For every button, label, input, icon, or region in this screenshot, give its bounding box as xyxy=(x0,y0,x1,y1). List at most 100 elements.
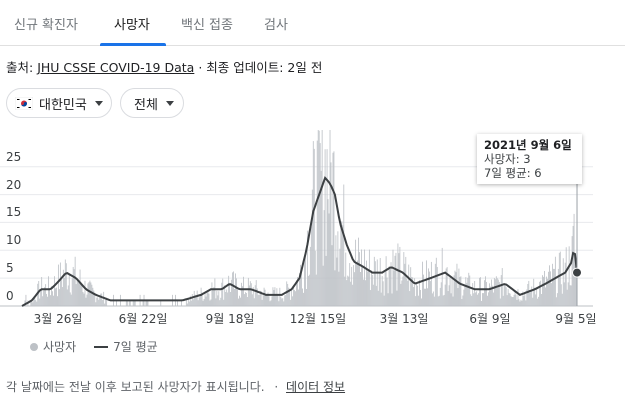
y-tick-label: 5 xyxy=(6,261,14,276)
daily-death-bar xyxy=(361,249,362,306)
daily-death-bar xyxy=(266,293,268,306)
daily-death-bar xyxy=(364,249,365,306)
daily-death-bar xyxy=(440,282,442,306)
daily-death-bar xyxy=(360,271,361,306)
daily-death-bar xyxy=(203,299,205,306)
daily-death-bar xyxy=(48,276,49,306)
daily-death-bar xyxy=(286,281,288,306)
daily-death-bar xyxy=(92,287,94,306)
daily-death-bar xyxy=(228,275,230,306)
daily-death-bar xyxy=(476,291,478,306)
daily-death-bar xyxy=(432,291,434,306)
daily-death-bar xyxy=(218,291,220,306)
daily-death-bar xyxy=(292,296,294,306)
tab-new-cases[interactable]: 신규 확진자 xyxy=(14,18,78,33)
daily-death-bar xyxy=(482,293,483,306)
y-tick-label: 15 xyxy=(6,205,22,220)
daily-death-bar xyxy=(278,301,280,306)
daily-death-bar xyxy=(557,268,559,306)
daily-death-bar xyxy=(262,295,264,306)
daily-death-bar xyxy=(485,276,486,306)
daily-death-bar xyxy=(477,294,479,306)
daily-death-bar xyxy=(90,282,92,306)
x-tick-label: 6월 22일 xyxy=(118,312,168,326)
daily-death-bar xyxy=(395,252,397,306)
daily-death-bar xyxy=(85,297,87,306)
daily-death-bar xyxy=(567,282,569,306)
daily-death-bar xyxy=(260,291,262,306)
daily-death-bar xyxy=(490,279,492,306)
daily-death-bar xyxy=(84,280,86,306)
daily-death-bar xyxy=(336,257,338,306)
daily-death-bar xyxy=(471,295,473,306)
daily-death-bar xyxy=(400,283,402,306)
daily-death-bar xyxy=(88,282,90,306)
daily-death-bar xyxy=(559,251,561,306)
daily-death-bar xyxy=(483,293,484,306)
daily-death-bar xyxy=(569,285,571,306)
daily-death-bar xyxy=(66,289,68,306)
daily-death-bar xyxy=(94,292,96,306)
deaths-chart[interactable]: 0 5 10 15 20 25 3월 26일 6월 22일 9월 18일 12월 15일 3월 1… xyxy=(0,130,625,330)
daily-death-bar xyxy=(189,295,191,306)
daily-death-bar xyxy=(349,263,351,306)
daily-death-bar xyxy=(450,293,452,306)
daily-death-bar xyxy=(465,277,467,306)
chart-legend: 사망자 7일 평균 xyxy=(30,338,158,355)
daily-death-bar xyxy=(411,276,413,306)
source-link[interactable]: JHU CSSE COVID-19 Data xyxy=(37,60,195,75)
daily-death-bar xyxy=(533,278,535,306)
daily-death-bar xyxy=(566,289,568,306)
range-dropdown[interactable]: 전체 xyxy=(120,88,184,118)
daily-death-bar xyxy=(551,263,553,306)
daily-death-bar xyxy=(418,295,419,306)
tab-vaccinations[interactable]: 백신 접종 xyxy=(181,18,233,33)
daily-death-bar xyxy=(58,289,60,306)
daily-death-bar xyxy=(342,225,344,306)
daily-death-bar xyxy=(562,258,564,306)
daily-death-bar xyxy=(280,296,282,306)
daily-death-bar xyxy=(549,265,550,306)
daily-death-bar xyxy=(194,294,196,306)
daily-death-bar xyxy=(484,280,485,306)
daily-death-bar xyxy=(573,213,575,306)
daily-death-bar xyxy=(563,282,565,306)
daily-death-bar xyxy=(463,289,465,306)
daily-death-bar xyxy=(53,295,54,306)
daily-death-bar xyxy=(551,283,552,306)
daily-death-bar xyxy=(305,288,307,306)
daily-death-bar xyxy=(539,281,541,306)
daily-death-bar xyxy=(479,277,481,306)
country-dropdown[interactable]: 대한민국 xyxy=(6,88,112,118)
daily-death-bar xyxy=(103,291,105,306)
daily-death-bar xyxy=(293,286,295,306)
daily-death-bar xyxy=(406,278,408,306)
daily-death-bar xyxy=(44,287,46,306)
daily-death-bar xyxy=(86,294,88,306)
tab-deaths[interactable]: 사망자 xyxy=(114,18,150,33)
daily-death-bar xyxy=(441,247,443,306)
daily-death-bar xyxy=(259,290,261,306)
daily-death-bar xyxy=(404,263,406,306)
daily-death-bar xyxy=(540,280,542,306)
daily-death-bar xyxy=(101,293,103,306)
tab-tests[interactable]: 검사 xyxy=(264,18,288,33)
daily-death-bar xyxy=(365,280,366,306)
daily-death-bar xyxy=(501,268,503,306)
daily-death-bar xyxy=(328,213,330,306)
daily-death-bar xyxy=(91,284,93,306)
daily-death-bar xyxy=(448,285,450,306)
tooltip-date: 2021년 9월 6일 xyxy=(484,138,572,152)
daily-death-bar xyxy=(387,293,389,306)
data-info-link[interactable]: 데이터 정보 xyxy=(286,380,346,394)
daily-death-bar xyxy=(147,300,149,306)
daily-death-bar xyxy=(67,285,69,306)
daily-death-bar xyxy=(520,299,522,306)
seven-day-average-line xyxy=(21,176,578,307)
daily-death-bar xyxy=(281,298,283,306)
daily-death-bar xyxy=(71,278,73,306)
daily-death-bar xyxy=(326,149,328,306)
daily-death-bar xyxy=(105,299,107,306)
daily-death-bar xyxy=(425,288,426,306)
daily-death-bar xyxy=(210,299,212,306)
